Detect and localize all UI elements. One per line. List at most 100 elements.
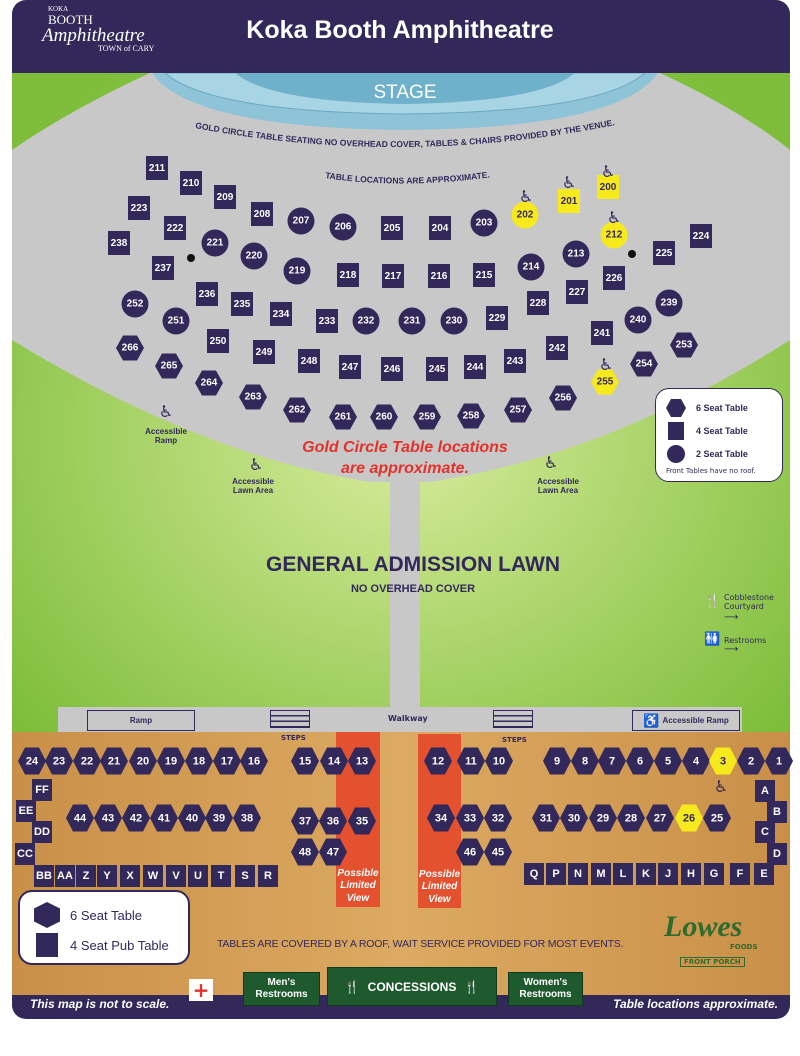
table-221[interactable]: 221: [201, 229, 229, 257]
table-8[interactable]: 8: [571, 747, 599, 775]
table-250[interactable]: 250: [207, 329, 229, 353]
table-k[interactable]: K: [636, 863, 656, 885]
table-cc[interactable]: CC: [15, 843, 35, 865]
table-x[interactable]: X: [120, 865, 140, 887]
table-v[interactable]: V: [166, 865, 186, 887]
table-19[interactable]: 19: [157, 747, 185, 775]
table-236[interactable]: 236: [196, 282, 218, 306]
table-222[interactable]: 222: [164, 216, 186, 240]
table-206[interactable]: 206: [329, 213, 357, 241]
table-232[interactable]: 232: [352, 307, 380, 335]
table-226[interactable]: 226: [603, 266, 625, 290]
table-40[interactable]: 40: [178, 804, 206, 832]
table-214[interactable]: 214: [517, 253, 545, 281]
table-243[interactable]: 243: [504, 349, 526, 373]
table-30[interactable]: 30: [560, 804, 588, 832]
table-9[interactable]: 9: [543, 747, 571, 775]
table-251[interactable]: 251: [162, 307, 190, 335]
table-2[interactable]: 2: [737, 747, 765, 775]
table-245[interactable]: 245: [426, 357, 448, 381]
table-n[interactable]: N: [568, 863, 588, 885]
table-241[interactable]: 241: [591, 321, 613, 345]
table-254[interactable]: 254: [630, 351, 658, 377]
table-229[interactable]: 229: [486, 306, 508, 330]
table-253[interactable]: 253: [670, 332, 698, 358]
table-246[interactable]: 246: [381, 357, 403, 381]
table-203[interactable]: 203: [470, 209, 498, 237]
table-208[interactable]: 208: [251, 202, 273, 226]
table-e[interactable]: E: [754, 863, 774, 885]
table-255[interactable]: 255: [591, 369, 619, 395]
table-244[interactable]: 244: [464, 355, 486, 379]
table-31[interactable]: 31: [532, 804, 560, 832]
table-dd[interactable]: DD: [32, 821, 52, 843]
table-d[interactable]: D: [767, 843, 787, 865]
table-239[interactable]: 239: [655, 289, 683, 317]
table-218[interactable]: 218: [337, 263, 359, 287]
table-211[interactable]: 211: [146, 156, 168, 180]
table-220[interactable]: 220: [240, 242, 268, 270]
table-a[interactable]: A: [755, 780, 775, 802]
table-r[interactable]: R: [258, 865, 278, 887]
table-256[interactable]: 256: [549, 385, 577, 411]
table-17[interactable]: 17: [213, 747, 241, 775]
table-7[interactable]: 7: [598, 747, 626, 775]
table-u[interactable]: U: [188, 865, 208, 887]
table-l[interactable]: L: [613, 863, 633, 885]
table-225[interactable]: 225: [653, 241, 675, 265]
table-233[interactable]: 233: [316, 309, 338, 333]
table-6[interactable]: 6: [626, 747, 654, 775]
table-248[interactable]: 248: [298, 349, 320, 373]
table-223[interactable]: 223: [128, 196, 150, 220]
table-230[interactable]: 230: [440, 307, 468, 335]
table-c[interactable]: C: [755, 821, 775, 843]
table-h[interactable]: H: [681, 863, 701, 885]
table-228[interactable]: 228: [527, 291, 549, 315]
table-238[interactable]: 238: [108, 231, 130, 255]
table-bb[interactable]: BB: [34, 865, 54, 887]
table-s[interactable]: S: [235, 865, 255, 887]
table-205[interactable]: 205: [381, 216, 403, 240]
table-3[interactable]: 3: [709, 747, 737, 775]
table-5[interactable]: 5: [654, 747, 682, 775]
table-200[interactable]: 200: [597, 175, 619, 199]
table-242[interactable]: 242: [546, 336, 568, 360]
table-f[interactable]: F: [730, 863, 750, 885]
table-231[interactable]: 231: [398, 307, 426, 335]
table-t[interactable]: T: [211, 865, 231, 887]
table-207[interactable]: 207: [287, 207, 315, 235]
table-g[interactable]: G: [704, 863, 724, 885]
table-240[interactable]: 240: [624, 306, 652, 334]
table-210[interactable]: 210: [180, 171, 202, 195]
table-235[interactable]: 235: [231, 292, 253, 316]
table-234[interactable]: 234: [270, 302, 292, 326]
table-252[interactable]: 252: [121, 290, 149, 318]
table-20[interactable]: 20: [129, 747, 157, 775]
table-27[interactable]: 27: [646, 804, 674, 832]
table-25[interactable]: 25: [703, 804, 731, 832]
table-w[interactable]: W: [143, 865, 163, 887]
table-201[interactable]: 201: [558, 189, 580, 213]
table-29[interactable]: 29: [589, 804, 617, 832]
table-249[interactable]: 249: [253, 340, 275, 364]
table-p[interactable]: P: [546, 863, 566, 885]
table-39[interactable]: 39: [205, 804, 233, 832]
table-m[interactable]: M: [591, 863, 611, 885]
table-18[interactable]: 18: [185, 747, 213, 775]
table-j[interactable]: J: [658, 863, 678, 885]
table-224[interactable]: 224: [690, 224, 712, 248]
table-26[interactable]: 26: [675, 804, 703, 832]
table-219[interactable]: 219: [283, 257, 311, 285]
table-213[interactable]: 213: [562, 240, 590, 268]
table-202[interactable]: 202: [511, 201, 539, 229]
table-215[interactable]: 215: [473, 263, 495, 287]
table-204[interactable]: 204: [429, 216, 451, 240]
table-ee[interactable]: EE: [16, 800, 36, 822]
table-209[interactable]: 209: [214, 185, 236, 209]
table-217[interactable]: 217: [382, 264, 404, 288]
table-227[interactable]: 227: [566, 280, 588, 304]
table-q[interactable]: Q: [524, 863, 544, 885]
table-b[interactable]: B: [767, 801, 787, 823]
table-216[interactable]: 216: [428, 264, 450, 288]
table-ff[interactable]: FF: [32, 779, 52, 801]
